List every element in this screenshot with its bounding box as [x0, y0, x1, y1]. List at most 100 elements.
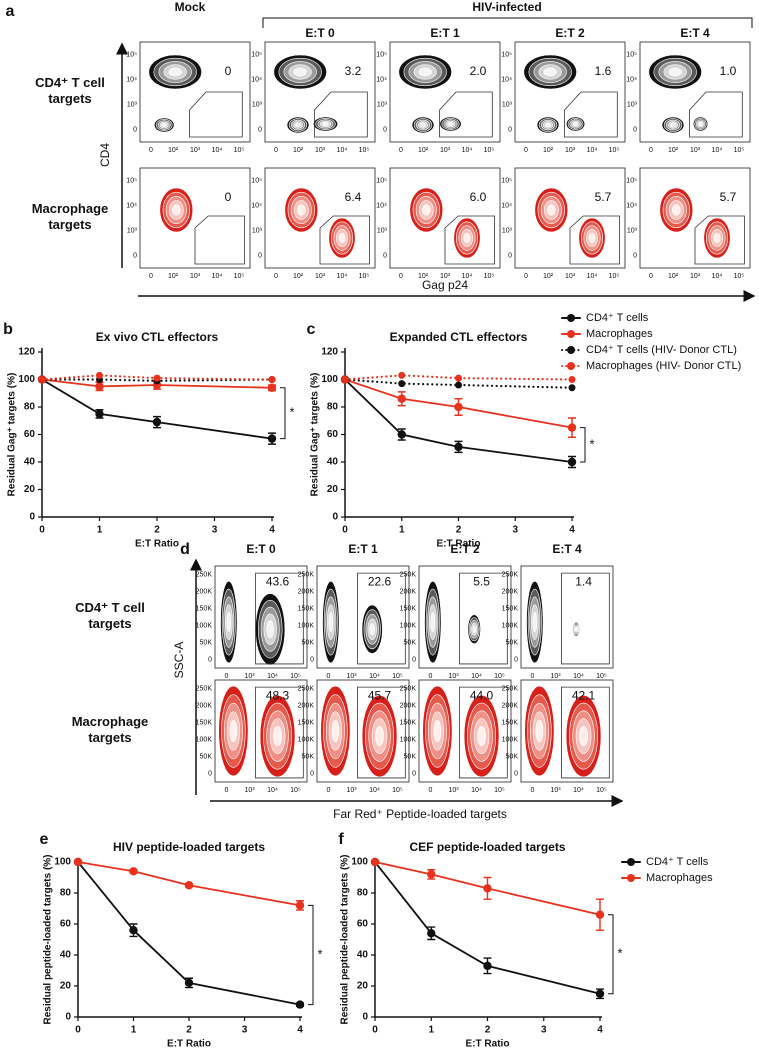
x-tick-label: 0	[399, 147, 403, 154]
y-tick-label: 10⁴	[501, 76, 512, 83]
y-axis-label: Residual peptide-loaded targets (%)	[43, 854, 54, 1024]
marker	[95, 409, 104, 419]
x-tick-label: 10⁴	[267, 787, 278, 794]
y-tick-label: 200K	[502, 588, 519, 595]
axis-label: SSC-A	[172, 642, 186, 679]
x-tick-label: 0	[274, 147, 278, 154]
gate-value: 42.1	[572, 688, 596, 702]
series-line	[40, 378, 274, 382]
y-tick-label: 40	[60, 950, 72, 961]
flow-plot: 5.5 0 50K 100K 150K 200K 250K 0 10³ 10⁴ 10⁵	[400, 565, 512, 680]
gate-value: 0	[225, 64, 232, 78]
x-tick-label: 10⁵	[359, 147, 370, 154]
y-tick-label: 0	[514, 656, 518, 663]
y-tick-label: 10³	[502, 101, 513, 108]
column-header: E:T 4	[552, 542, 582, 556]
marker	[483, 961, 492, 971]
x-tick-label: 10³	[448, 673, 459, 680]
gate-value: 44.0	[470, 688, 494, 702]
legend-label: CD4⁺ T cells	[646, 856, 709, 868]
y-tick-label: 0	[133, 126, 137, 133]
x-tick-label: 10⁵	[392, 673, 403, 680]
x-tick-label: 4	[297, 1025, 303, 1036]
significance-bracket	[608, 914, 614, 995]
x-tick-label: 4	[269, 525, 275, 536]
gate	[564, 91, 618, 138]
marker	[568, 376, 576, 383]
x-tick-label: 10⁵	[494, 673, 505, 680]
gate	[459, 572, 508, 665]
column-header: E:T 4	[680, 26, 710, 40]
column-header: E:T 1	[430, 26, 460, 40]
y-tick-label: 50K	[200, 753, 213, 760]
gate-value: 5.7	[595, 190, 612, 204]
x-tick-label: 10⁴	[337, 147, 348, 154]
marker	[568, 384, 576, 392]
flow-plot: 2.0 0 10³ 10⁴ 10⁵ 0 10² 10³ 10⁴ 10⁵	[376, 41, 501, 154]
legend-marker	[567, 330, 575, 338]
column-header: E:T 0	[246, 542, 276, 556]
marker	[267, 434, 277, 443]
significance-bracket	[308, 904, 314, 1006]
gate	[319, 215, 370, 265]
x-tick-label: 0	[649, 147, 653, 154]
marker	[95, 382, 104, 391]
x-tick-label: 3	[512, 525, 518, 536]
y-tick-label: 0	[412, 656, 416, 663]
x-tick-label: 0	[429, 787, 433, 794]
x-tick-label: 10²	[418, 273, 429, 280]
contour	[266, 620, 275, 639]
x-tick-label: 10⁵	[290, 673, 301, 680]
marker	[595, 910, 605, 919]
contour	[532, 612, 538, 633]
x-tick-label: 10²	[168, 147, 179, 154]
contour	[535, 719, 544, 743]
y-tick-label: 200K	[196, 702, 213, 709]
flow-plot: 6.4 0 10³ 10⁴ 10⁵ 0 10² 10³ 10⁴ 10⁵	[251, 167, 376, 280]
contour	[168, 67, 182, 77]
chart-title: Ex vivo CTL effectors	[96, 330, 219, 344]
y-tick-label: 100K	[502, 622, 519, 629]
contour	[713, 232, 721, 244]
x-tick-label: 2	[154, 525, 160, 536]
gate-value: 5.7	[720, 190, 737, 204]
y-tick-label: 20	[327, 484, 339, 495]
annotation: *	[589, 436, 594, 451]
panel-letter: a	[6, 3, 15, 20]
y-tick-label: 0	[633, 252, 637, 259]
y-tick-label: 0	[65, 1012, 71, 1023]
gate-value: 43.6	[266, 574, 290, 588]
x-tick-label: 0	[39, 525, 45, 536]
contour	[447, 122, 454, 126]
x-tick-label: 10³	[346, 787, 357, 794]
y-tick-label: 50K	[506, 639, 519, 646]
y-tick-label: 10³	[252, 227, 263, 234]
x-tick-label: 10⁵	[494, 787, 505, 794]
x-tick-label: 1	[428, 1025, 434, 1036]
y-tick-label: 10⁴	[251, 76, 262, 83]
marker	[455, 374, 462, 382]
gate-value: 3.2	[345, 64, 362, 78]
x-tick-label: 10³	[440, 273, 451, 280]
contour	[433, 719, 442, 743]
y-tick-label: 20	[24, 484, 36, 495]
y-tick-label: 10³	[252, 101, 263, 108]
x-tick-label: 10⁴	[712, 273, 723, 280]
y-tick-label: 80	[24, 402, 36, 413]
y-tick-label: 150K	[298, 719, 315, 726]
contour	[229, 719, 238, 743]
x-tick-label: 10⁵	[392, 787, 403, 794]
y-tick-label: 10⁵	[251, 51, 262, 58]
x-tick-label: 2	[456, 525, 462, 536]
contour	[297, 204, 306, 216]
gate	[357, 686, 406, 779]
contour	[418, 67, 432, 77]
y-tick-label: 50K	[200, 639, 213, 646]
x-tick-label: 10³	[690, 273, 701, 280]
y-tick-label: 10³	[127, 227, 138, 234]
x-tick-label: 0	[149, 147, 153, 154]
gate-value: 2.0	[470, 64, 487, 78]
y-tick-label: 20	[357, 981, 369, 992]
label-line: CD4⁺ T cell	[35, 76, 105, 91]
contour	[579, 726, 589, 747]
